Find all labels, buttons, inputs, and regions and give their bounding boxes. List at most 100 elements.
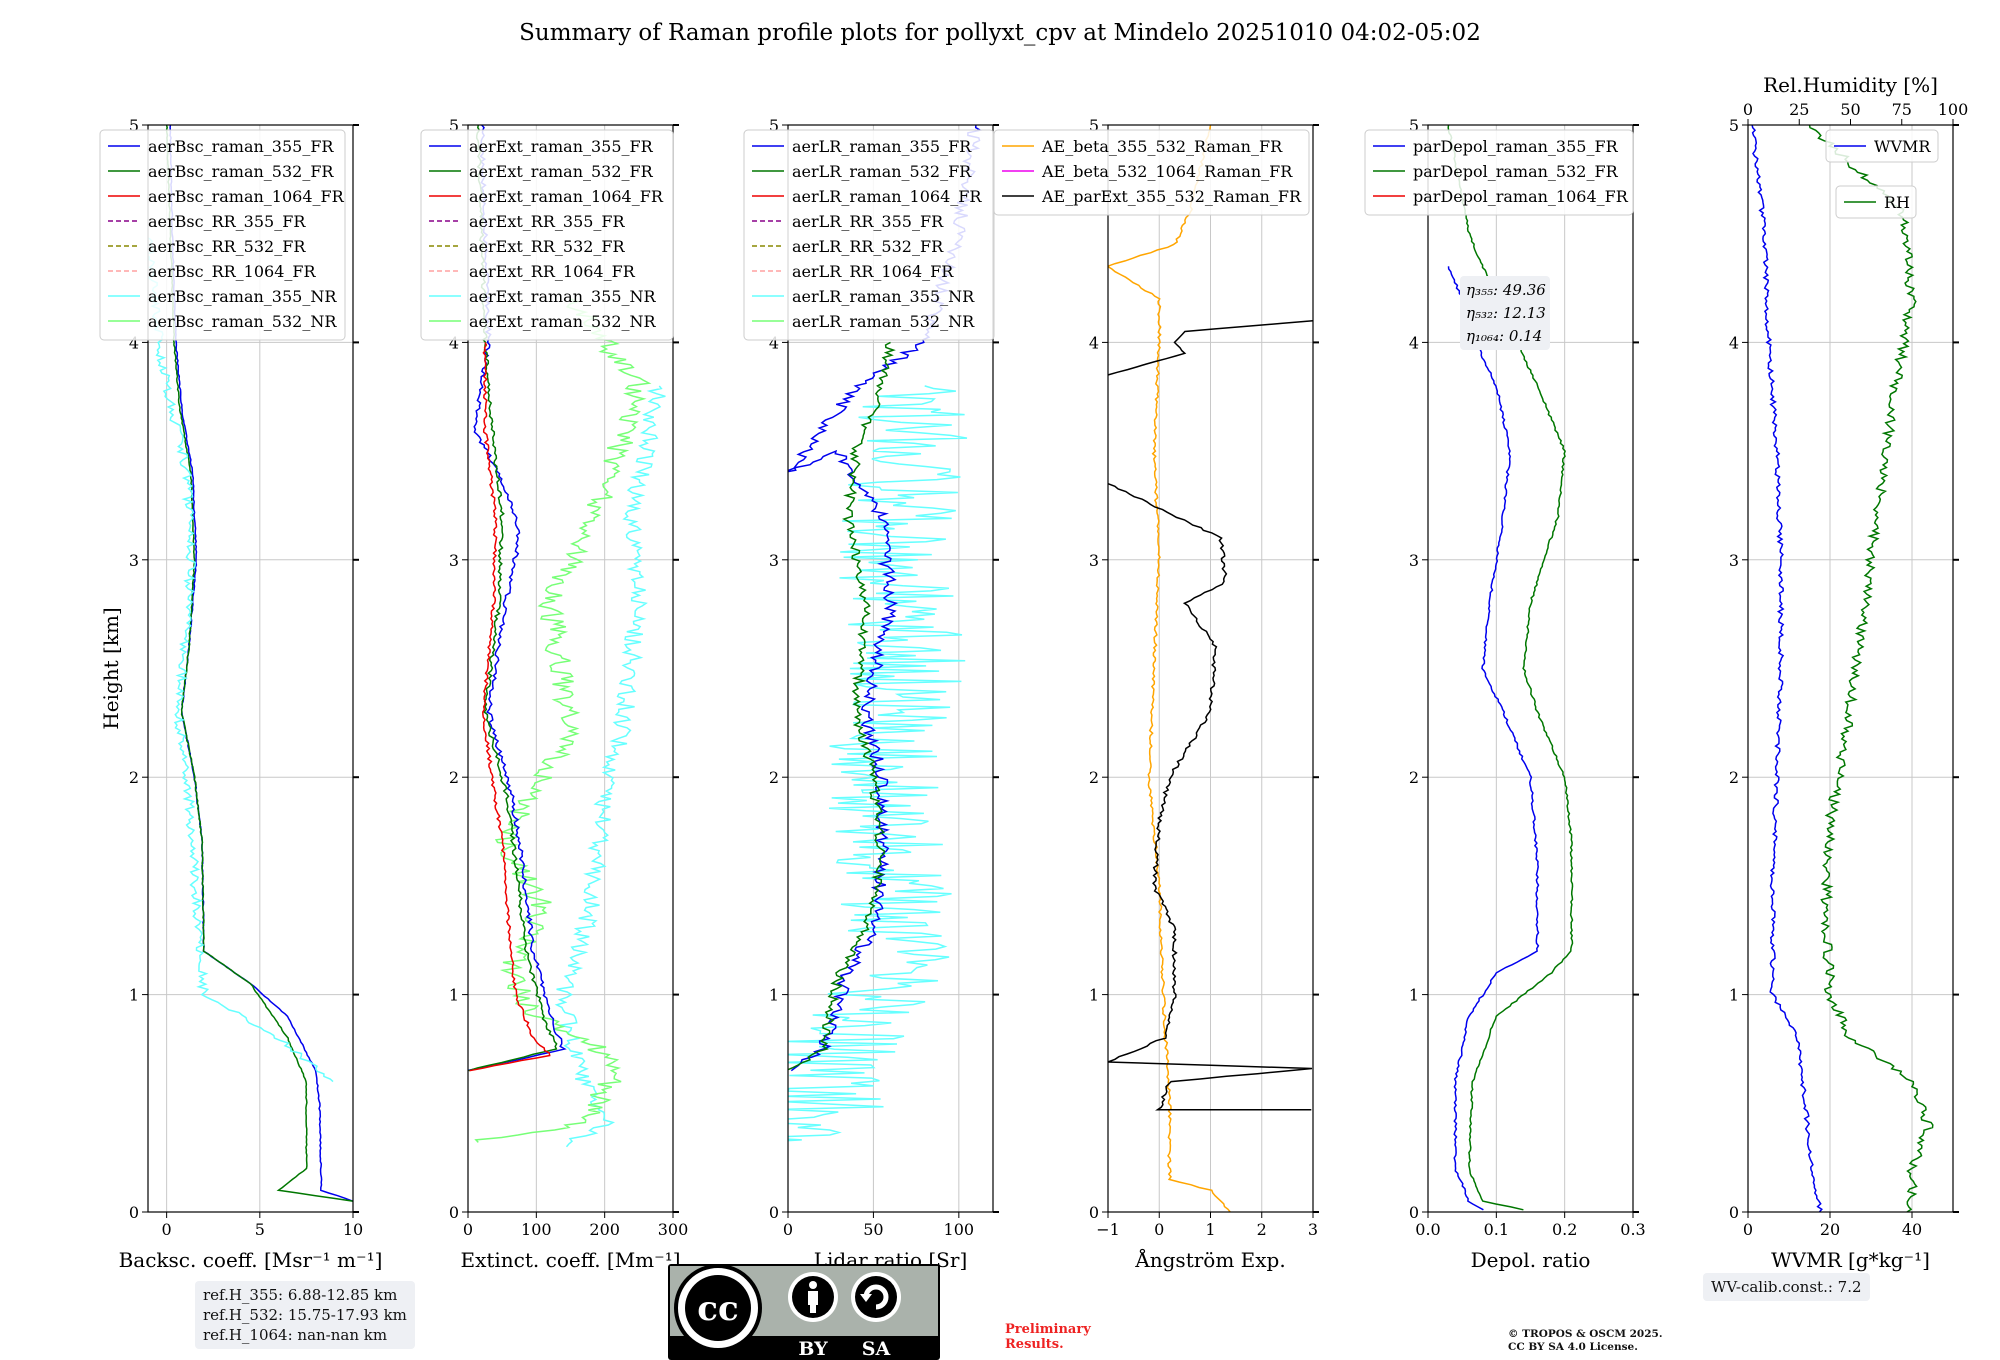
ref-height-355: ref.H_355: 6.88-12.85 km <box>203 1286 398 1304</box>
y-tick-label: 1 <box>1729 986 1739 1005</box>
y-tick-label: 1 <box>769 986 779 1005</box>
legend-label: aerLR_RR_355_FR <box>792 212 944 231</box>
series-AE_parExt_355_532_Raman_FR_upper <box>1108 319 1313 376</box>
x-tick-label: 0 <box>463 1220 473 1239</box>
legend-label: aerExt_RR_1064_FR <box>469 262 636 281</box>
legend-label: aerBsc_raman_1064_FR <box>148 187 345 206</box>
y-tick-label: 5 <box>1089 116 1099 135</box>
y-tick-label: 3 <box>1729 551 1739 570</box>
wv-calibration-box: WV-calib.const.: 7.2 <box>1703 1273 1870 1301</box>
y-tick-label: 0 <box>1409 1203 1419 1222</box>
copyright-note: © TROPOS & OSCM 2025. CC BY SA 4.0 Licen… <box>1508 1328 1663 1354</box>
legend-label: aerBsc_raman_355_FR <box>148 137 334 156</box>
axes-frame <box>467 124 674 1213</box>
ref-height-532: ref.H_532: 15.75-17.93 km <box>203 1306 407 1324</box>
wv-calibration-constant: WV-calib.const.: 7.2 <box>1711 1278 1862 1296</box>
y-tick-label: 2 <box>449 768 459 787</box>
x-tick-label: 300 <box>658 1220 689 1239</box>
legend-RH: RH <box>1835 185 1917 219</box>
x-tick-label: 200 <box>589 1220 620 1239</box>
x-tick-label: 50 <box>863 1220 883 1239</box>
x-tick-label: 5 <box>255 1220 265 1239</box>
y-tick-label: 0 <box>129 1203 139 1222</box>
reference-height-box: ref.H_355: 6.88-12.85 km ref.H_532: 15.7… <box>195 1281 415 1349</box>
legend-box <box>1364 129 1634 216</box>
eta-annotation: η₃₅₅: 49.36 η₅₃₂: 12.13 η₁₀₆₄: 0.14 <box>1460 276 1550 350</box>
x-axis-label: Depol. ratio <box>1471 1248 1591 1272</box>
y-tick-label: 0 <box>1089 1203 1099 1222</box>
axes-frame <box>787 124 994 1213</box>
share-alike-icon <box>863 1284 889 1310</box>
series-AE_parExt_355_532_Raman_FR <box>1108 482 1313 1111</box>
legend-label: RH <box>1884 193 1910 212</box>
x-tick-label: 100 <box>521 1220 552 1239</box>
legend: AE_beta_355_532_Raman_FR AE_beta_532_1064… <box>993 129 1310 216</box>
y-tick-label: 2 <box>769 768 779 787</box>
legend-label: aerLR_RR_532_FR <box>792 237 944 256</box>
x-tick-label: 0 <box>1154 1220 1164 1239</box>
annotation-box <box>1460 276 1550 350</box>
x-tick-label: 0 <box>162 1220 172 1239</box>
x-tick-label: 10 <box>343 1220 363 1239</box>
y-tick-label: 1 <box>1409 986 1419 1005</box>
y-tick-label: 5 <box>449 116 459 135</box>
x-tick-label: 100 <box>944 1220 975 1239</box>
panel-extinction: 0 100 200 300 0 1 2 3 4 5 Extinct. coeff. [Mm⁻¹] ae… <box>420 116 689 1272</box>
legend-label: aerExt_raman_355_FR <box>469 137 654 156</box>
legend-label: aerExt_raman_1064_FR <box>469 187 664 206</box>
legend-box <box>993 129 1310 216</box>
x-axis-label: Backsc. coeff. [Msr⁻¹ m⁻¹] <box>119 1248 383 1272</box>
series-parDepol_raman_355_FR <box>1447 266 1540 1211</box>
series-group <box>1108 125 1313 1212</box>
series-aerExt_raman_1064_FR <box>469 342 551 1072</box>
legend-label: aerExt_raman_532_FR <box>469 162 654 181</box>
legend-label: aerExt_raman_532_NR <box>469 312 657 331</box>
y-tick-label: 4 <box>1409 333 1419 352</box>
x-tick-label: 40 <box>1902 1220 1922 1239</box>
license-sa: SA <box>862 1338 891 1360</box>
series-group <box>1751 125 1934 1212</box>
series-WVMR <box>1751 125 1823 1212</box>
y-tick-label: 3 <box>129 551 139 570</box>
y-tick-label: 3 <box>769 551 779 570</box>
y-tick-label: 4 <box>449 333 459 352</box>
legend-box <box>743 129 995 341</box>
series-AE_beta_355_532_Raman_FR <box>1108 125 1231 1212</box>
y-tick-label: 0 <box>449 1203 459 1222</box>
top-x-tick-label: 25 <box>1789 100 1809 119</box>
legend-label: aerBsc_RR_1064_FR <box>148 262 317 281</box>
y-tick-label: 2 <box>129 768 139 787</box>
top-x-tick-label: 50 <box>1840 100 1860 119</box>
legend-label: aerBsc_RR_532_FR <box>148 237 306 256</box>
legend-label: aerLR_raman_355_NR <box>792 287 975 306</box>
preliminary-line-1: Preliminary <box>1005 1322 1091 1337</box>
license-by: BY <box>798 1338 828 1360</box>
x-tick-label: 0 <box>1743 1220 1753 1239</box>
legend-label: aerLR_RR_1064_FR <box>792 262 954 281</box>
x-tick-label: 2 <box>1257 1220 1267 1239</box>
y-tick-label: 2 <box>1089 768 1099 787</box>
series-aerLR_raman_532_FR <box>788 341 896 1071</box>
y-tick-label: 4 <box>129 333 139 352</box>
legend-label: parDepol_raman_532_FR <box>1413 162 1619 181</box>
attribution-icon <box>809 1281 817 1289</box>
x-tick-label: 20 <box>1820 1220 1840 1239</box>
x-axis-label: Extinct. coeff. [Mm⁻¹] <box>460 1248 680 1272</box>
y-tick-label: 4 <box>769 333 779 352</box>
legend-WVMR: WVMR <box>1825 129 1939 163</box>
top-x-tick-label: 75 <box>1892 100 1912 119</box>
legend-label: aerBsc_raman_532_NR <box>148 312 337 331</box>
legend: aerBsc_raman_355_FR aerBsc_raman_532_FRae… <box>99 129 346 341</box>
series-RH <box>1808 125 1934 1212</box>
legend-label: aerLR_raman_355_FR <box>792 137 972 156</box>
copyright-line-2: CC BY SA 4.0 License. <box>1508 1341 1638 1353</box>
legend-label: aerExt_raman_355_NR <box>469 287 657 306</box>
panel-backscatter: 0 5 10 0 1 2 3 4 5 Backsc. coeff. [Msr⁻¹ m⁻¹] Heig… <box>99 116 382 1272</box>
top-x-tick-label: 100 <box>1938 100 1969 119</box>
legend-label: aerBsc_raman_532_FR <box>148 162 334 181</box>
legend: parDepol_raman_355_FR parDepol_raman_532_… <box>1364 129 1634 216</box>
x-axis-label: WVMR [g*kg⁻¹] <box>1771 1248 1930 1272</box>
